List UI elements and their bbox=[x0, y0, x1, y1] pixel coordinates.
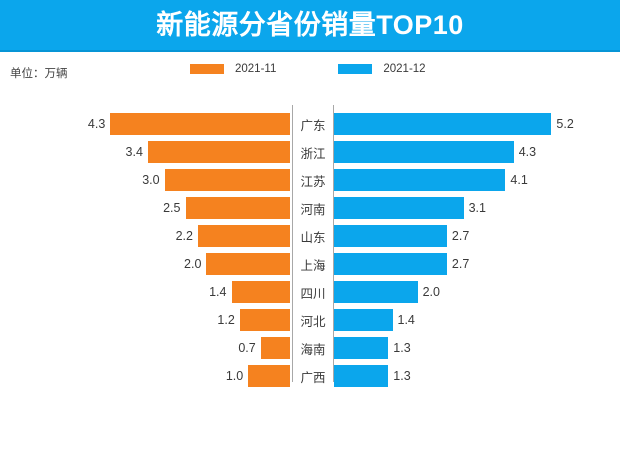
chart-header-banner: 新能源分省份销量TOP10 bbox=[0, 0, 620, 52]
bar-right[interactable] bbox=[334, 309, 393, 331]
chart-row: 4.3 广东 5.2 bbox=[0, 113, 620, 135]
bar-group-left: 0.7 bbox=[0, 337, 290, 359]
bar-value-label-right: 2.7 bbox=[451, 257, 470, 271]
bar-left[interactable] bbox=[110, 113, 290, 135]
bar-value-label-right: 1.3 bbox=[393, 341, 411, 355]
bar-right[interactable] bbox=[334, 169, 506, 191]
category-label: 广东 bbox=[300, 118, 326, 133]
bar-group-left: 3.0 bbox=[0, 169, 290, 191]
chart-row: 2.0 上海 2.7 bbox=[0, 253, 620, 275]
bar-group-right: 2.7 bbox=[334, 253, 469, 275]
legend-label-2021-11: 2021-11 bbox=[235, 63, 277, 75]
bar-right[interactable] bbox=[334, 113, 552, 135]
bar-group-left: 1.0 bbox=[0, 365, 290, 387]
bar-group-left: 2.5 bbox=[0, 197, 290, 219]
bar-value-label-right: 1.4 bbox=[397, 313, 415, 327]
bar-group-right: 2.7 bbox=[334, 225, 469, 247]
bar-left[interactable] bbox=[185, 197, 290, 219]
bar-value-label-right: 2.0 bbox=[422, 285, 440, 299]
bar-value-label-right: 3.1 bbox=[468, 201, 486, 215]
page-title: 新能源分省份销量TOP10 bbox=[156, 9, 464, 40]
bar-value-label-left: 2.2 bbox=[175, 229, 193, 243]
category-label: 四川 bbox=[300, 286, 326, 301]
bar-group-right: 1.3 bbox=[334, 365, 411, 387]
bar-group-right: 2.0 bbox=[334, 281, 440, 303]
bar-value-label-left: 2.0 bbox=[184, 257, 202, 271]
legend-item-2021-11[interactable]: 2021-11 bbox=[190, 63, 276, 75]
unit-label: 单位：万辆 bbox=[10, 68, 68, 80]
bar-right[interactable] bbox=[334, 197, 464, 219]
legend-item-2021-12[interactable]: 2021-12 bbox=[338, 63, 426, 75]
bar-value-label-right: 1.3 bbox=[393, 369, 411, 383]
axis-line-left bbox=[292, 105, 293, 382]
chart-row: 0.7 海南 1.3 bbox=[0, 337, 620, 359]
bar-value-label-left: 1.4 bbox=[209, 285, 227, 299]
bar-left[interactable] bbox=[239, 309, 290, 331]
legend-swatch-icon-2021-12 bbox=[338, 64, 373, 74]
bar-value-label-left: 3.4 bbox=[125, 145, 143, 159]
bar-group-left: 2.0 bbox=[0, 253, 290, 275]
bar-value-label-right: 4.3 bbox=[518, 145, 537, 159]
bar-value-label-left: 3.0 bbox=[142, 173, 160, 187]
legend-label-2021-12: 2021-12 bbox=[383, 63, 426, 75]
category-label: 河北 bbox=[300, 314, 326, 329]
bar-left[interactable] bbox=[198, 225, 290, 247]
bar-value-label-left: 2.5 bbox=[163, 201, 181, 215]
bar-group-right: 1.3 bbox=[334, 337, 411, 359]
chart-meta-row: 单位：万辆 2021-11 2021-12 bbox=[0, 52, 620, 90]
bar-left[interactable] bbox=[164, 169, 290, 191]
legend-swatch-icon-2021-11 bbox=[190, 64, 224, 74]
bar-group-left: 4.3 bbox=[0, 113, 290, 135]
bar-group-left: 1.4 bbox=[0, 281, 290, 303]
axis-line-right bbox=[333, 105, 334, 382]
bar-value-label-left: 0.7 bbox=[238, 341, 256, 355]
bar-group-right: 1.4 bbox=[334, 309, 415, 331]
category-label: 浙江 bbox=[300, 146, 326, 161]
bar-group-right: 4.3 bbox=[334, 141, 536, 163]
bar-left[interactable] bbox=[248, 365, 290, 387]
bar-value-label-right: 2.7 bbox=[451, 229, 470, 243]
chart-row: 2.2 山东 2.7 bbox=[0, 225, 620, 247]
bar-right[interactable] bbox=[334, 281, 418, 303]
chart-row: 3.0 江苏 4.1 bbox=[0, 169, 620, 191]
category-label: 江苏 bbox=[300, 174, 326, 189]
bar-right[interactable] bbox=[334, 253, 447, 275]
chart-row: 1.4 四川 2.0 bbox=[0, 281, 620, 303]
bar-right[interactable] bbox=[334, 141, 514, 163]
bar-group-left: 1.2 bbox=[0, 309, 290, 331]
bar-value-label-left: 1.2 bbox=[217, 313, 235, 327]
chart-rows: 4.3 广东 5.2 3.4 浙江 4.3 3.0 江苏 4.1 2.5 河南 3.1 2.2 山东 2.7… bbox=[0, 113, 620, 393]
category-label: 广西 bbox=[300, 370, 326, 385]
bar-left[interactable] bbox=[147, 141, 290, 163]
category-label: 山东 bbox=[300, 230, 326, 245]
bar-value-label-left: 4.3 bbox=[87, 117, 106, 131]
bar-group-left: 2.2 bbox=[0, 225, 290, 247]
category-label: 河南 bbox=[300, 202, 326, 217]
chart-row: 1.2 河北 1.4 bbox=[0, 309, 620, 331]
chart-row: 2.5 河南 3.1 bbox=[0, 197, 620, 219]
bar-left[interactable] bbox=[231, 281, 290, 303]
chart-row: 3.4 浙江 4.3 bbox=[0, 141, 620, 163]
bar-left[interactable] bbox=[260, 337, 290, 359]
bar-right[interactable] bbox=[334, 337, 389, 359]
bar-right[interactable] bbox=[334, 225, 447, 247]
chart-row: 1.0 广西 1.3 bbox=[0, 365, 620, 387]
category-label: 海南 bbox=[300, 342, 326, 357]
bar-group-left: 3.4 bbox=[0, 141, 290, 163]
bar-value-label-right: 5.2 bbox=[556, 117, 574, 131]
bar-value-label-left: 1.0 bbox=[225, 369, 244, 383]
chart-plot-area: 4.3 广东 5.2 3.4 浙江 4.3 3.0 江苏 4.1 2.5 河南 3.1 2.2 山东 2.7… bbox=[0, 90, 620, 390]
bar-value-label-right: 4.1 bbox=[510, 173, 528, 187]
bar-group-right: 3.1 bbox=[334, 197, 486, 219]
bar-left[interactable] bbox=[206, 253, 290, 275]
chart-legend: 2021-11 2021-12 bbox=[190, 63, 426, 75]
category-label: 上海 bbox=[300, 258, 326, 273]
bar-group-right: 4.1 bbox=[334, 169, 528, 191]
bar-right[interactable] bbox=[334, 365, 389, 387]
bar-group-right: 5.2 bbox=[334, 113, 574, 135]
